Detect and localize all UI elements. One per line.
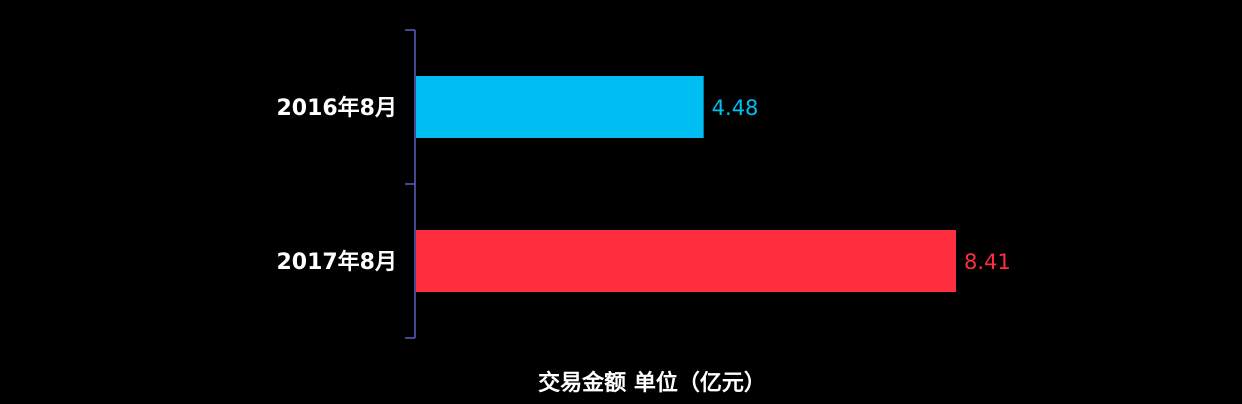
category-label: 2017年8月	[276, 249, 397, 275]
bar	[416, 76, 704, 138]
value-label: 4.48	[712, 96, 759, 120]
labels: 2016年8月 4.48 2017年8月 8.41	[276, 95, 1010, 275]
bar	[416, 230, 956, 292]
bars	[416, 76, 956, 292]
category-label: 2016年8月	[276, 95, 397, 121]
y-axis	[405, 29, 416, 339]
value-label: 8.41	[964, 250, 1011, 274]
x-axis-title: 交易金额 单位（亿元）	[538, 370, 766, 396]
